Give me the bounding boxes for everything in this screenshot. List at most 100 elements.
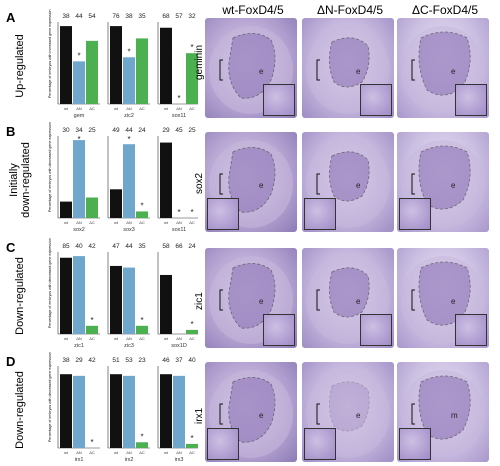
bracket-mark bbox=[316, 173, 320, 195]
series-tick-label: wt bbox=[64, 220, 69, 225]
embryo-photo: e bbox=[205, 132, 297, 232]
embryo-photo: e bbox=[397, 248, 489, 348]
photo-region-letter: e bbox=[356, 181, 361, 190]
sample-count: 68 bbox=[162, 13, 170, 20]
embryo-photo: e bbox=[397, 132, 489, 232]
row-label: Up-regulated bbox=[14, 24, 26, 108]
sample-count: 66 bbox=[175, 243, 183, 250]
embryo-photo: e bbox=[205, 248, 297, 348]
photo-region-letter: e bbox=[259, 411, 264, 420]
significance-star: * bbox=[140, 432, 143, 441]
bracket-mark bbox=[219, 173, 223, 195]
series-tick-label: ΔC bbox=[189, 106, 195, 111]
bar-irx2-0 bbox=[110, 374, 122, 448]
photo-region-letter: e bbox=[356, 411, 361, 420]
sample-count: 24 bbox=[138, 127, 146, 134]
sample-count: 54 bbox=[88, 13, 96, 20]
bar-sox11-2 bbox=[186, 53, 198, 104]
column-heading-dn: ΔN-FoxD4/5 bbox=[316, 3, 384, 17]
significance-star: * bbox=[77, 135, 80, 144]
magnified-inset bbox=[399, 428, 431, 460]
sample-count: 25 bbox=[188, 127, 196, 134]
expression-domain bbox=[329, 37, 370, 88]
expression-domain bbox=[418, 145, 471, 210]
series-tick-label: ΔN bbox=[176, 106, 182, 111]
photo-region-letter: m bbox=[451, 411, 458, 420]
bar-zic1-0 bbox=[60, 257, 72, 334]
embryo-photo: e bbox=[397, 18, 489, 118]
sample-count: 46 bbox=[162, 357, 170, 364]
sample-count: 42 bbox=[88, 357, 96, 364]
sample-count: 38 bbox=[62, 357, 70, 364]
bar-irx3-1 bbox=[173, 375, 185, 448]
panel-letter: C bbox=[6, 240, 16, 255]
expression-domain bbox=[329, 151, 370, 202]
photo-region-letter: e bbox=[259, 67, 264, 76]
series-tick-label: ΔC bbox=[89, 336, 95, 341]
bar-zic3-2 bbox=[136, 325, 148, 334]
series-tick-label: ΔC bbox=[89, 220, 95, 225]
bar-sox3-1 bbox=[123, 144, 135, 218]
expression-domain bbox=[228, 377, 276, 443]
series-tick-label: ΔC bbox=[89, 106, 95, 111]
bar-sox2-2 bbox=[86, 197, 98, 218]
y-axis-label: Percentage of embryos with decreased gen… bbox=[48, 352, 52, 442]
sample-count: 38 bbox=[125, 13, 133, 20]
significance-star: * bbox=[127, 135, 130, 144]
embryo-photo: e bbox=[205, 362, 297, 462]
category-label: sox11 bbox=[172, 227, 186, 233]
magnified-inset bbox=[360, 314, 392, 346]
expression-domain bbox=[329, 381, 370, 432]
category-label: zic3 bbox=[124, 343, 134, 349]
bar-sox1D-2 bbox=[186, 329, 198, 334]
magnified-inset bbox=[263, 314, 295, 346]
sample-count: 24 bbox=[188, 243, 196, 250]
bar-gem-0 bbox=[60, 26, 72, 105]
bar-sox3-2 bbox=[136, 211, 148, 218]
bar-chart-D: Percentage of embryos with decreased gen… bbox=[48, 352, 198, 463]
category-label: irx2 bbox=[125, 457, 134, 463]
bar-irx1-0 bbox=[60, 374, 72, 448]
sample-count: 37 bbox=[175, 357, 183, 364]
expression-domain bbox=[418, 375, 471, 440]
sample-count: 51 bbox=[112, 357, 120, 364]
sample-count: 40 bbox=[188, 357, 196, 364]
significance-star: * bbox=[140, 201, 143, 210]
photo-region-letter: e bbox=[259, 181, 264, 190]
series-tick-label: wt bbox=[114, 450, 119, 455]
magnified-inset bbox=[304, 428, 336, 460]
sample-count: 23 bbox=[138, 357, 146, 364]
magnified-inset bbox=[455, 314, 487, 346]
bar-chart-A: Percentage of embryos with increased gen… bbox=[48, 10, 198, 119]
significance-star: * bbox=[190, 208, 193, 217]
bracket-mark bbox=[219, 59, 223, 81]
category-label: sox2 bbox=[73, 227, 85, 233]
significance-star: * bbox=[140, 316, 143, 325]
embryo-photo: e bbox=[302, 132, 394, 232]
series-tick-label: ΔC bbox=[189, 220, 195, 225]
bar-gem-1 bbox=[73, 61, 85, 104]
series-tick-label: ΔC bbox=[139, 450, 145, 455]
sample-count: 44 bbox=[125, 127, 133, 134]
embryo-photo: e bbox=[302, 248, 394, 348]
sample-count: 35 bbox=[138, 243, 146, 250]
embryo-photo: m bbox=[397, 362, 489, 462]
row-label: Down-regulated bbox=[14, 254, 26, 338]
bar-zic1-2 bbox=[86, 325, 98, 334]
series-tick-label: ΔC bbox=[139, 336, 145, 341]
row-label: Down-regulated bbox=[14, 368, 26, 452]
row-label-line: down-regulated bbox=[20, 142, 32, 218]
series-tick-label: ΔN bbox=[176, 336, 182, 341]
sample-count: 58 bbox=[162, 243, 170, 250]
gene-label: geminin bbox=[194, 44, 205, 80]
photo-region-letter: e bbox=[451, 181, 456, 190]
bracket-mark bbox=[219, 289, 223, 311]
y-axis-label: Percentage of embryos with decreased gen… bbox=[48, 238, 52, 328]
sample-count: 32 bbox=[188, 13, 196, 20]
sample-count: 25 bbox=[88, 127, 96, 134]
bar-sox1D-0 bbox=[160, 274, 172, 334]
bar-chart-B: Percentage of embryos with decreased gen… bbox=[48, 122, 198, 233]
gene-label: zic1 bbox=[194, 292, 205, 310]
sample-count: 42 bbox=[88, 243, 96, 250]
embryo-drawing: e bbox=[209, 140, 293, 228]
